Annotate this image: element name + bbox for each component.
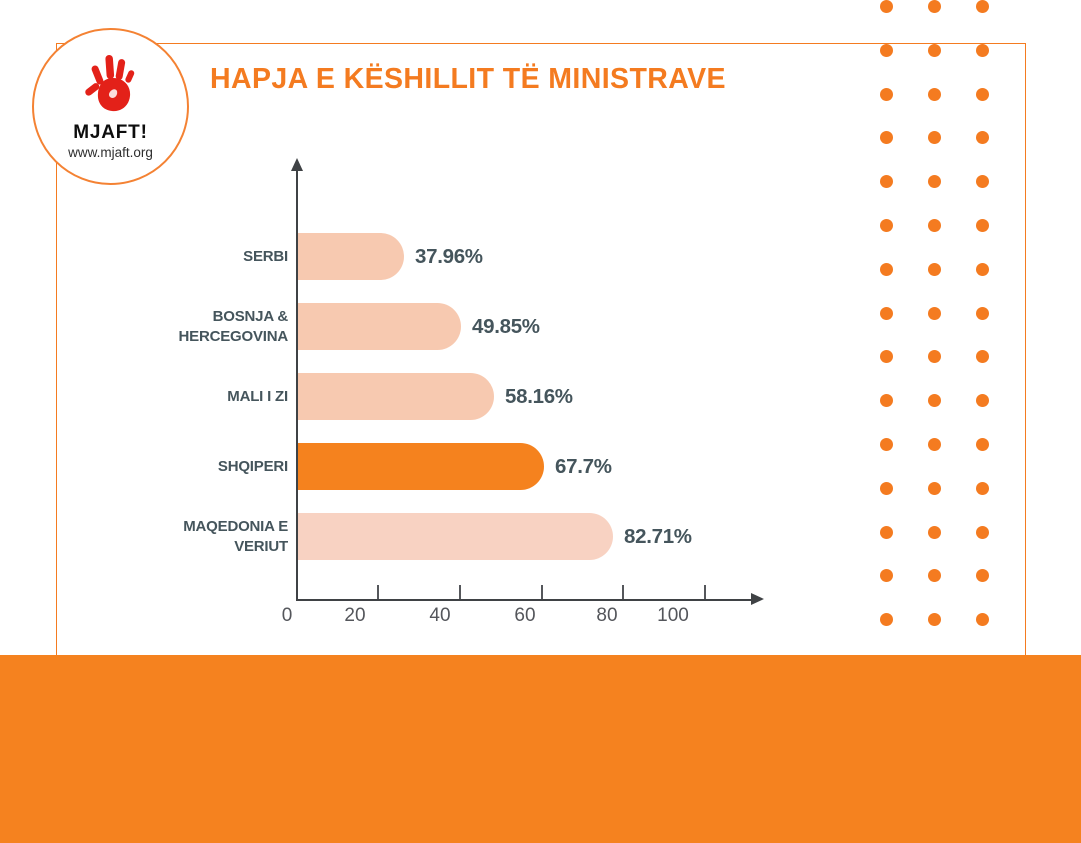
decor-dot <box>879 87 893 101</box>
decor-dot <box>927 0 941 13</box>
bar-value-label: 67.7% <box>555 454 612 478</box>
decor-dot <box>927 525 941 539</box>
decor-dot <box>927 219 941 232</box>
decor-dot <box>927 87 941 101</box>
decor-dot <box>927 438 941 451</box>
decor-dot <box>975 525 989 539</box>
category-label: MALI I ZI <box>227 387 288 405</box>
bar-value-label: 58.16% <box>505 384 573 408</box>
x-axis-tick <box>459 585 461 599</box>
decor-dot <box>975 262 989 276</box>
decor-dot <box>927 131 941 145</box>
x-axis-tick-label: 40 <box>429 605 451 626</box>
x-axis-tick <box>622 585 624 599</box>
bar-value-label: 49.85% <box>472 314 540 338</box>
mjaft-wordmark: MJAFT! <box>73 122 148 143</box>
decor-dot <box>879 525 893 539</box>
x-axis-tick-label: 0 <box>281 605 293 626</box>
decor-dot <box>879 262 893 276</box>
decor-dot <box>975 394 989 408</box>
footer-band: Norwegian Embassy PARTNERËT <box>0 655 1081 843</box>
category-label: BOSNJA & HERCEGOVINA <box>178 308 289 345</box>
y-axis-line <box>296 170 299 600</box>
x-axis-tick <box>704 585 706 599</box>
decor-dot <box>927 175 941 189</box>
decor-dot <box>879 394 893 408</box>
mjaft-url: www.mjaft.org <box>68 145 153 160</box>
decor-dot <box>975 350 989 364</box>
category-label: MAQEDONIA E VERIUT <box>183 518 288 555</box>
decor-dot <box>879 481 893 495</box>
y-axis-arrow-icon <box>290 158 303 171</box>
category-label: SHQIPERI <box>217 457 288 475</box>
decor-dot <box>927 262 941 276</box>
decor-dot <box>879 569 893 583</box>
decor-dot <box>975 43 989 57</box>
decor-dot <box>975 175 989 189</box>
decor-dot <box>879 306 893 320</box>
decor-dot <box>975 569 989 583</box>
x-axis-arrow-icon <box>751 593 764 606</box>
bar <box>298 373 494 420</box>
decor-dot <box>927 350 941 364</box>
decor-dot <box>975 87 989 101</box>
bar <box>298 443 544 490</box>
decor-dot <box>927 481 941 495</box>
decor-dot <box>879 613 893 627</box>
bar <box>298 513 613 560</box>
decor-dot <box>879 438 893 451</box>
decor-dot <box>975 0 989 13</box>
decor-dot <box>975 306 989 320</box>
decor-dot <box>927 394 941 408</box>
bar-value-label: 37.96% <box>415 244 483 268</box>
decor-dot <box>975 613 989 627</box>
x-axis-tick-label: 20 <box>344 605 366 626</box>
bar-value-label: 82.71% <box>624 524 692 548</box>
decor-dot <box>975 131 989 145</box>
decor-dot <box>975 438 989 451</box>
x-axis-tick <box>541 585 543 599</box>
decor-dot <box>975 219 989 232</box>
x-axis-tick-label: 80 <box>596 605 618 626</box>
decor-dot <box>927 306 941 320</box>
decor-dot <box>975 481 989 495</box>
decor-dot <box>927 613 941 627</box>
frame-border <box>56 43 1026 656</box>
decor-dot <box>879 219 893 232</box>
decor-dot <box>879 131 893 145</box>
decor-dot <box>879 43 893 57</box>
x-axis-tick <box>377 585 379 599</box>
x-axis-line <box>296 598 753 601</box>
decor-dot <box>927 569 941 583</box>
page-title: HAPJA E KËSHILLIT TË MINISTRAVE <box>210 63 726 95</box>
decor-dot <box>879 0 893 13</box>
decor-dot <box>879 350 893 364</box>
decor-dot <box>927 43 941 57</box>
x-axis-tick-label: 100 <box>657 605 689 626</box>
handprint-icon <box>83 52 139 121</box>
x-axis-tick-label: 60 <box>514 605 536 626</box>
decor-dot <box>879 175 893 189</box>
category-label: SERBI <box>243 247 288 265</box>
bar <box>298 303 461 350</box>
bar <box>298 233 404 280</box>
mjaft-logo: MJAFT! www.mjaft.org <box>32 28 189 185</box>
